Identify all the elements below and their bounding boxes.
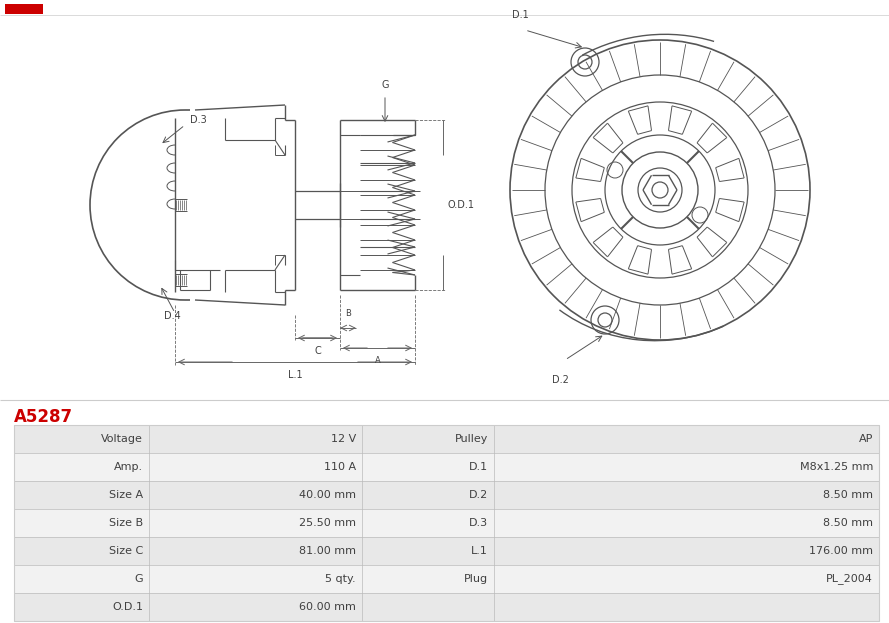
Text: Voltage: Voltage (101, 434, 143, 444)
Text: D.4: D.4 (164, 311, 180, 321)
Bar (362, 509, 494, 537)
Bar (149, 537, 362, 565)
Text: D.3: D.3 (190, 115, 207, 125)
Bar (494, 593, 879, 621)
Bar (14, 593, 149, 621)
Text: 81.00 mm: 81.00 mm (299, 546, 356, 556)
Bar (494, 453, 879, 481)
Bar (362, 453, 494, 481)
Text: AP: AP (859, 434, 873, 444)
Text: Size C: Size C (108, 546, 143, 556)
Text: M8x1.25 mm: M8x1.25 mm (799, 462, 873, 472)
Bar (14, 425, 879, 621)
Text: Amp.: Amp. (114, 462, 143, 472)
Bar (494, 565, 879, 593)
Text: 8.50 mm: 8.50 mm (823, 490, 873, 500)
Text: Size A: Size A (108, 490, 143, 500)
Text: 110 A: 110 A (324, 462, 356, 472)
Bar (494, 481, 879, 509)
Bar (149, 425, 362, 453)
Text: L.1: L.1 (471, 546, 488, 556)
Bar (362, 537, 494, 565)
Text: D.2: D.2 (551, 375, 568, 385)
Text: O.D.1: O.D.1 (447, 200, 474, 210)
Bar (149, 453, 362, 481)
Bar (362, 565, 494, 593)
Text: Pulley: Pulley (454, 434, 488, 444)
Text: G: G (134, 574, 143, 584)
Text: 25.50 mm: 25.50 mm (299, 518, 356, 528)
Text: B: B (345, 309, 351, 318)
Text: D.2: D.2 (469, 490, 488, 500)
Bar (362, 481, 494, 509)
Bar (149, 509, 362, 537)
Bar (149, 565, 362, 593)
Bar (5, 4, 43, 14)
Bar (14, 481, 149, 509)
Text: L.1: L.1 (288, 370, 302, 380)
Text: 8.50 mm: 8.50 mm (823, 518, 873, 528)
Text: 176.00 mm: 176.00 mm (809, 546, 873, 556)
Text: Plug: Plug (464, 574, 488, 584)
Text: 60.00 mm: 60.00 mm (299, 602, 356, 612)
Bar (14, 453, 149, 481)
Text: 5 qty.: 5 qty. (325, 574, 356, 584)
Bar (494, 509, 879, 537)
Bar (494, 425, 879, 453)
Text: PL_2004: PL_2004 (826, 574, 873, 584)
Text: G: G (381, 80, 388, 90)
Text: C: C (314, 346, 321, 356)
Bar (14, 425, 149, 453)
Bar (14, 537, 149, 565)
Text: A: A (374, 356, 380, 365)
Text: D.1: D.1 (512, 10, 528, 20)
Text: D.1: D.1 (469, 462, 488, 472)
Bar (149, 593, 362, 621)
Text: A5287: A5287 (14, 408, 73, 426)
Text: 40.00 mm: 40.00 mm (299, 490, 356, 500)
Text: O.D.1: O.D.1 (112, 602, 143, 612)
Bar (149, 481, 362, 509)
Bar (14, 565, 149, 593)
Bar (14, 509, 149, 537)
Text: Size B: Size B (108, 518, 143, 528)
Bar (362, 593, 494, 621)
Text: 12 V: 12 V (331, 434, 356, 444)
Text: D.3: D.3 (469, 518, 488, 528)
Bar (362, 425, 494, 453)
Bar (494, 537, 879, 565)
